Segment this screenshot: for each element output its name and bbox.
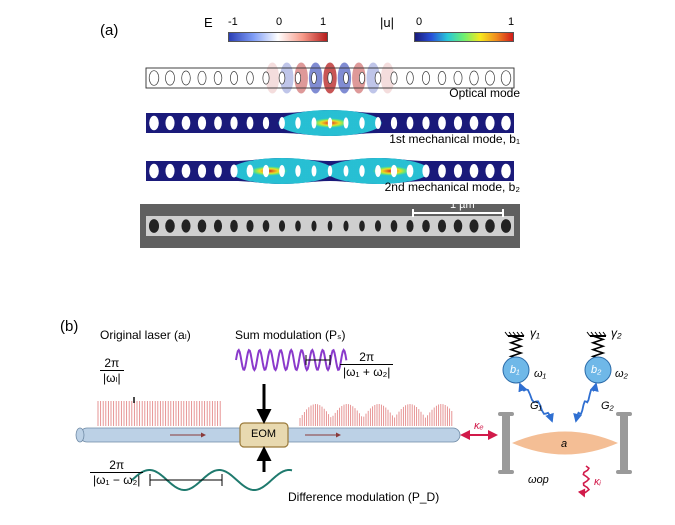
colorbar-u-label: |u| (380, 15, 394, 30)
gamma1-label: γ₁ (530, 326, 540, 340)
gamma2-label: γ₂ (611, 326, 622, 340)
ke-label: κₑ (474, 420, 484, 432)
cbar-e-tick: 1 (320, 16, 326, 28)
frac-laser-num: 2π (100, 356, 124, 371)
panel-b: Original laser (aₗ) Sum modulation (Pₛ) … (0, 320, 675, 520)
eom-label: EOM (251, 428, 276, 440)
frac-sum-den: |ω₁ + ω₂| (340, 365, 393, 379)
b1-label: b₁ (510, 364, 520, 376)
frac-diff-den: |ω₁ − ω₂| (90, 473, 143, 487)
colorbar-e (228, 32, 328, 42)
frac-diff: 2π|ω₁ − ω₂| (90, 458, 143, 487)
a-label: a (561, 438, 567, 450)
mech1-row: 1st mechanical mode, b₁ (140, 108, 520, 147)
w1-label: ω₁ (534, 368, 546, 380)
g2-label: G₂ (601, 400, 614, 412)
b2-label: b₂ (591, 364, 601, 376)
diff-mod-label: Difference modulation (P_D) (288, 490, 439, 504)
colorbars: E -1 0 1 |u| 0 1 (200, 18, 530, 46)
ki-label: κᵢ (594, 476, 601, 488)
mech1-caption: 1st mechanical mode, b₁ (389, 132, 520, 146)
cbar-e-tick: 0 (276, 16, 282, 28)
sum-mod-label: Sum modulation (Pₛ) (235, 328, 346, 342)
frac-laser-den: |ωₗ| (100, 371, 124, 385)
frac-sum-num: 2π (340, 350, 393, 365)
wop-label: ωop (528, 474, 549, 486)
frac-laser: 2π|ωₗ| (100, 356, 124, 385)
colorbar-e-label: E (204, 15, 213, 30)
sem-scale-bar (412, 212, 502, 214)
frac-diff-num: 2π (90, 458, 143, 473)
optical-caption: Optical mode (449, 86, 520, 100)
orig-laser-label: Original laser (aₗ) (100, 328, 191, 342)
g1-label: G₁ (530, 400, 542, 412)
optical-mode-row: Optical mode (140, 58, 520, 103)
sem-scale-label: 1 µm (450, 199, 475, 211)
mech2-caption: 2nd mechanical mode, b₂ (385, 180, 520, 194)
mech2-row: 2nd mechanical mode, b₂ (140, 156, 520, 195)
cbar-e-tick: -1 (228, 16, 238, 28)
colorbar-u (414, 32, 514, 42)
panel-a-label: (a) (100, 22, 118, 39)
frac-sum: 2π|ω₁ + ω₂| (340, 350, 393, 379)
sem-row: 1 µm (140, 204, 520, 253)
cbar-u-tick: 0 (416, 16, 422, 28)
w2-label: ω₂ (615, 368, 628, 380)
cbar-u-tick: 1 (508, 16, 514, 28)
